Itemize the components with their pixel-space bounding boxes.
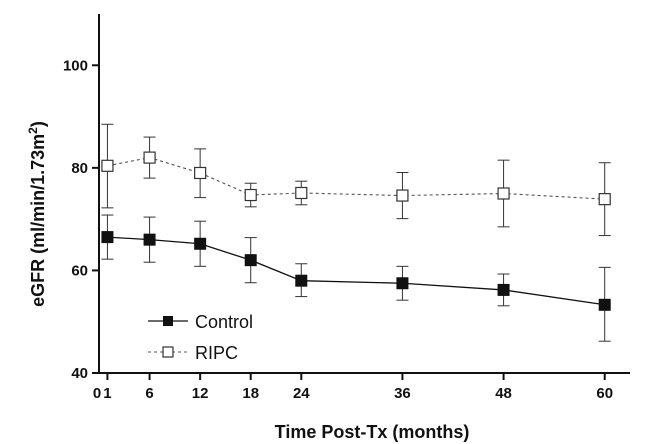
data-point-ripc xyxy=(295,186,308,200)
data-point-control xyxy=(194,237,207,250)
legend-label-control: Control xyxy=(195,312,253,332)
y-tick-label: 40 xyxy=(71,365,88,382)
data-point-control xyxy=(295,274,308,287)
y-tick-label: 80 xyxy=(71,160,88,177)
x-tick-label: 36 xyxy=(394,385,411,402)
data-point-ripc xyxy=(396,189,409,202)
data-point-ripc xyxy=(101,159,114,172)
x-tick-label: 12 xyxy=(192,385,209,402)
legend-item-ripc: RIPC xyxy=(148,343,238,363)
series-line-ripc xyxy=(107,157,605,200)
series-ripc xyxy=(101,123,611,237)
data-point-control xyxy=(101,231,114,244)
y-axis-title: eGFR (ml/min/1.73m2) xyxy=(26,121,48,307)
legend-label-ripc: RIPC xyxy=(195,343,238,363)
legend: Control RIPC xyxy=(148,312,253,363)
y-axis-title-close: ) xyxy=(28,121,48,127)
data-point-ripc xyxy=(598,193,611,206)
data-point-control xyxy=(396,277,409,290)
data-point-ripc xyxy=(244,188,257,202)
series-layer xyxy=(101,123,611,342)
axes xyxy=(98,14,630,374)
x-tick-label: 1 xyxy=(103,385,111,402)
y-axis-title-main: eGFR (ml/min/1.73m xyxy=(28,134,48,307)
data-point-control xyxy=(143,233,156,246)
data-point-ripc xyxy=(194,166,207,180)
data-point-control xyxy=(497,283,510,296)
legend-swatch-marker-control xyxy=(163,316,173,326)
series-control xyxy=(101,214,611,342)
data-point-control xyxy=(244,254,257,267)
x-axis-ticks: 0 1 6 12 18 24 36 48 60 xyxy=(93,373,613,402)
y-tick-label: 60 xyxy=(71,262,88,279)
data-point-ripc xyxy=(143,151,156,164)
x-axis-title: Time Post-Tx (months) xyxy=(275,422,470,442)
x-tick-label: 18 xyxy=(242,385,259,402)
x-tick-label: 48 xyxy=(495,385,512,402)
x-tick-label: 60 xyxy=(596,385,613,402)
x-tick-label: 24 xyxy=(293,385,310,402)
y-axis-ticks: 40 60 80 100 xyxy=(63,57,99,382)
data-point-control xyxy=(598,298,611,311)
legend-item-control: Control xyxy=(148,312,253,332)
x-tick-label: 6 xyxy=(145,385,153,402)
series-line-control xyxy=(107,236,605,306)
y-axis-title-superscript: 2 xyxy=(26,127,40,134)
x-tick-label: 0 xyxy=(93,385,101,402)
y-tick-label: 100 xyxy=(63,57,88,74)
legend-swatch-marker-ripc xyxy=(162,346,174,358)
data-point-ripc xyxy=(497,187,510,200)
